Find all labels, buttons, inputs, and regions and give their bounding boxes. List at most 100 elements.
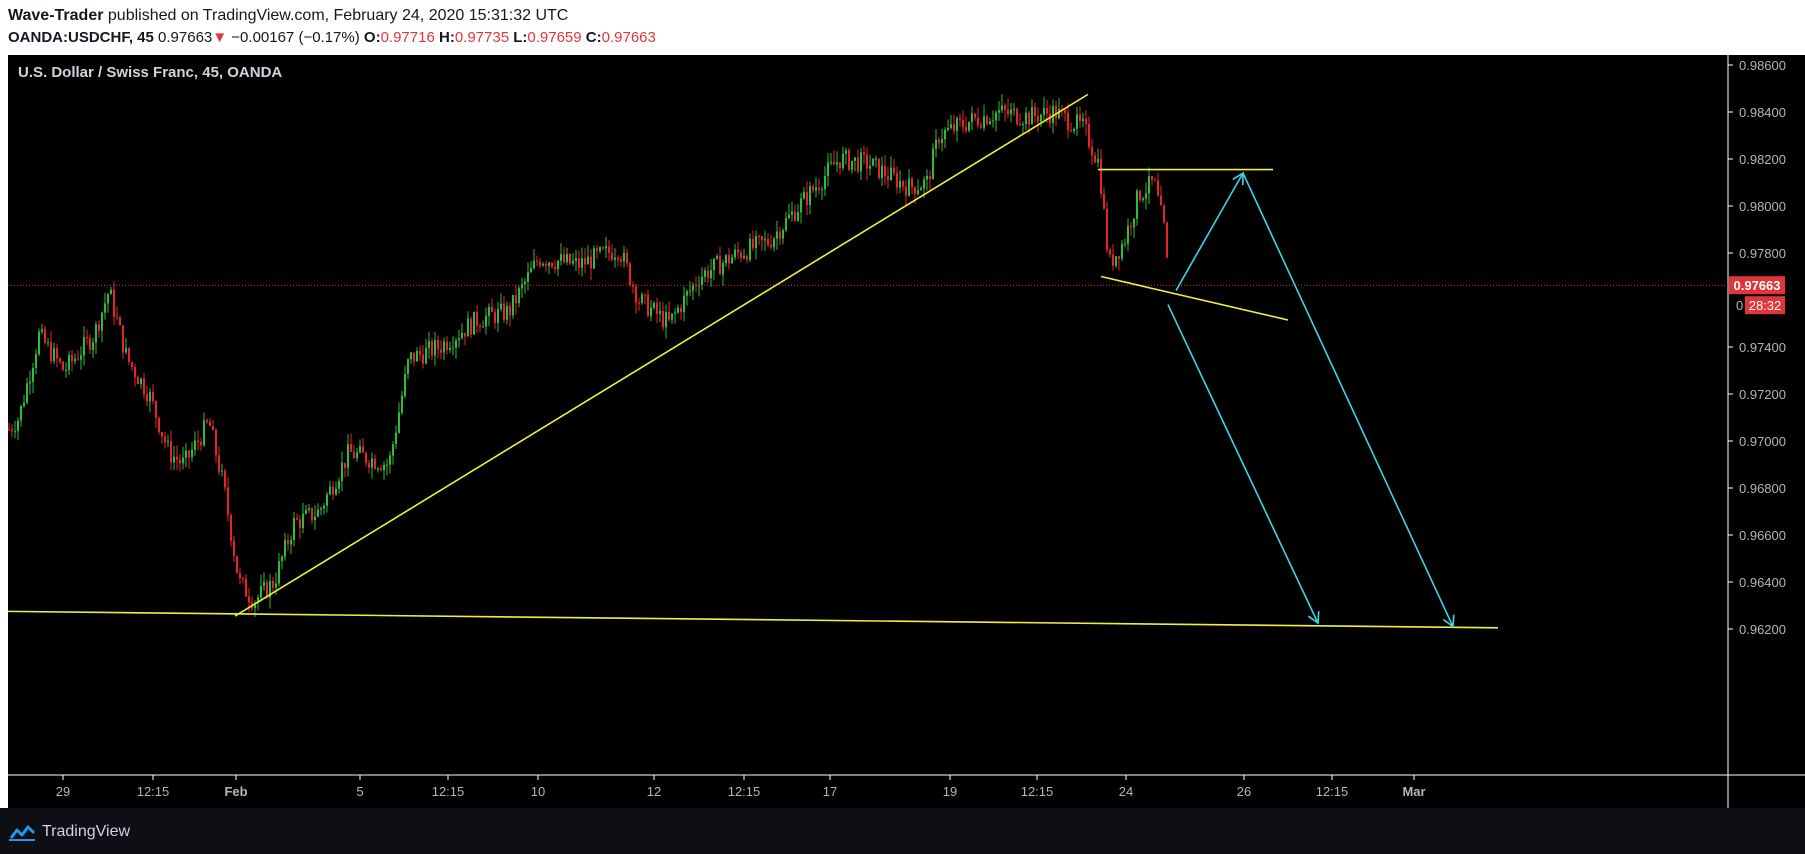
candle-body bbox=[1079, 114, 1081, 122]
price-tick-label: 0.98200 bbox=[1739, 152, 1786, 167]
candle-body bbox=[767, 239, 769, 245]
candle-body bbox=[506, 305, 508, 320]
candle-body bbox=[980, 125, 982, 128]
candle-body bbox=[743, 256, 745, 258]
candle-body bbox=[242, 578, 244, 580]
candle-body bbox=[302, 513, 304, 529]
candle-body bbox=[578, 258, 580, 268]
candle-body bbox=[614, 257, 616, 260]
candle-body bbox=[1157, 180, 1159, 196]
candle-body bbox=[707, 270, 709, 279]
chart-frame[interactable]: U.S. Dollar / Swiss Franc, 45, OANDA 0.9… bbox=[8, 55, 1805, 808]
candle-body bbox=[197, 440, 199, 442]
projection-arrow-short-segment[interactable] bbox=[1167, 304, 1319, 624]
base-support-line[interactable] bbox=[8, 610, 1499, 629]
candle-body bbox=[194, 440, 196, 450]
candle-body bbox=[80, 355, 82, 360]
candle-body bbox=[998, 110, 1000, 113]
candle-body bbox=[755, 236, 757, 249]
candle-body bbox=[422, 354, 424, 364]
candle-body bbox=[1112, 254, 1114, 266]
candle-body bbox=[590, 256, 592, 269]
candle-body bbox=[965, 127, 967, 131]
candle-body bbox=[530, 268, 532, 273]
bar-countdown-label: 28:32 bbox=[1749, 298, 1782, 313]
candle-body bbox=[386, 464, 388, 466]
candle-body bbox=[1121, 244, 1123, 259]
candle-body bbox=[782, 230, 784, 239]
projection-arrow-long-segment[interactable] bbox=[1242, 172, 1454, 627]
candle-body bbox=[86, 337, 88, 339]
candle-body bbox=[1127, 225, 1129, 244]
time-tick-label: Mar bbox=[1402, 784, 1425, 799]
candle-body bbox=[914, 187, 916, 194]
candle-body bbox=[962, 120, 964, 128]
candle-body bbox=[863, 152, 865, 155]
candle-body bbox=[95, 324, 97, 343]
candle-body bbox=[959, 118, 961, 121]
tradingview-logo[interactable]: TradingView bbox=[8, 822, 130, 842]
candle-body bbox=[1106, 208, 1108, 250]
candle-body bbox=[521, 284, 523, 289]
candle-body bbox=[1034, 106, 1036, 117]
candle-body bbox=[368, 462, 370, 468]
candle-body bbox=[968, 121, 970, 131]
candle-body bbox=[704, 270, 706, 277]
candle-body bbox=[764, 239, 766, 241]
chart-title: U.S. Dollar / Swiss Franc, 45, OANDA bbox=[18, 64, 282, 81]
candle-body bbox=[671, 313, 673, 320]
price-axis[interactable] bbox=[1728, 55, 1805, 775]
candle-body bbox=[830, 161, 832, 163]
time-tick-label: 29 bbox=[56, 784, 70, 799]
candle-body bbox=[329, 486, 331, 495]
candle-body bbox=[383, 464, 385, 471]
candle-body bbox=[509, 305, 511, 316]
candle-body bbox=[740, 252, 742, 258]
author-name[interactable]: Wave-Trader bbox=[8, 7, 104, 24]
falling-trendline[interactable] bbox=[1100, 275, 1289, 321]
candle-body bbox=[1028, 112, 1030, 125]
candle-body bbox=[515, 295, 517, 304]
candle-body bbox=[464, 332, 466, 337]
candle-body bbox=[1019, 123, 1021, 125]
candle-body bbox=[770, 244, 772, 248]
candle-body bbox=[128, 347, 130, 363]
time-axis[interactable] bbox=[8, 775, 1805, 808]
plot-area[interactable] bbox=[8, 55, 1728, 775]
candle-body bbox=[143, 378, 145, 395]
candle-body bbox=[29, 381, 31, 384]
projection-arrow-long-segment[interactable] bbox=[1175, 172, 1244, 291]
candle-body bbox=[293, 518, 295, 541]
projection-arrow-layer[interactable] bbox=[1167, 171, 1455, 629]
time-tick-label: 26 bbox=[1237, 784, 1251, 799]
candle-body bbox=[116, 316, 118, 318]
candle-body bbox=[92, 342, 94, 351]
candle-body bbox=[479, 325, 481, 327]
candle-body bbox=[215, 430, 217, 456]
candle-body bbox=[59, 358, 61, 362]
candle-body bbox=[677, 307, 679, 313]
candle-body bbox=[224, 470, 226, 488]
rising-trendline[interactable] bbox=[234, 93, 1089, 617]
candle-body bbox=[1094, 155, 1096, 163]
candle-body bbox=[119, 317, 121, 326]
candle-body bbox=[524, 281, 526, 285]
candle-body bbox=[110, 289, 112, 295]
candle-body bbox=[68, 354, 70, 371]
candle-body bbox=[731, 257, 733, 264]
trendline-layer[interactable] bbox=[8, 93, 1499, 629]
candle-body bbox=[629, 263, 631, 285]
time-tick-label: 12:15 bbox=[432, 784, 465, 799]
candle-body bbox=[275, 583, 277, 588]
candle-body bbox=[245, 578, 247, 597]
candle-body bbox=[1076, 114, 1078, 129]
candle-body bbox=[1073, 128, 1075, 132]
price-chart[interactable]: U.S. Dollar / Swiss Franc, 45, OANDA 0.9… bbox=[8, 55, 1805, 808]
price-tick-label: 0.97800 bbox=[1739, 246, 1786, 261]
candle-body bbox=[893, 167, 895, 174]
candle-body bbox=[248, 596, 250, 603]
candle-body bbox=[101, 312, 103, 331]
candle-body bbox=[155, 401, 157, 418]
arrowhead-up-icon bbox=[1232, 171, 1244, 186]
candle-body bbox=[746, 256, 748, 260]
